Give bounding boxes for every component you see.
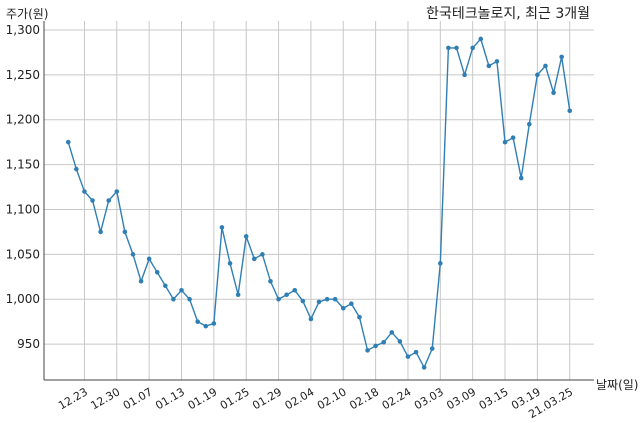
data-point xyxy=(478,36,484,42)
data-point xyxy=(381,340,387,345)
x-axis-label: 날짜(일) xyxy=(596,378,638,392)
data-point xyxy=(106,198,112,203)
data-point xyxy=(462,72,467,78)
data-point xyxy=(349,301,354,307)
data-point xyxy=(397,339,403,344)
data-point xyxy=(227,261,233,266)
data-point xyxy=(365,348,370,353)
data-point xyxy=(251,256,257,262)
x-tick-label: 01.29 xyxy=(250,385,284,412)
data-point xyxy=(114,189,120,194)
data-point xyxy=(138,278,144,284)
data-point xyxy=(90,198,95,203)
data-point xyxy=(316,299,322,305)
y-tick-label: 950 xyxy=(17,337,40,351)
y-tick-label: 1,100 xyxy=(6,202,40,216)
data-point xyxy=(543,63,548,69)
x-tick-label: 02.18 xyxy=(347,385,381,412)
data-point xyxy=(74,166,79,172)
data-point xyxy=(292,287,298,293)
series-stock-price xyxy=(65,36,573,370)
x-tick-label: 12.30 xyxy=(89,385,123,412)
data-point xyxy=(276,296,281,302)
data-point xyxy=(494,59,500,64)
x-tick-label: 02.10 xyxy=(315,385,349,412)
chart-title: 한국테크놀로지, 최근 3개월 xyxy=(426,6,590,22)
data-point xyxy=(243,234,249,239)
chart-labels: 한국테크놀로지, 최근 3개월 주가(원) 날짜(일) xyxy=(6,6,638,392)
data-point xyxy=(211,321,217,326)
data-point xyxy=(526,121,532,127)
data-point xyxy=(154,270,160,275)
data-point xyxy=(502,139,508,145)
data-point xyxy=(130,252,136,257)
axes: 950 1,000 1,050 1,100 1,150 1,200 1,250 1,300 12… xyxy=(6,21,594,421)
data-point xyxy=(195,319,200,324)
data-point xyxy=(235,292,241,298)
y-tick-label: 1,200 xyxy=(6,113,40,127)
data-point xyxy=(518,175,524,181)
data-point xyxy=(324,296,330,302)
data-point xyxy=(146,256,152,262)
data-point xyxy=(429,346,435,351)
data-point xyxy=(454,45,459,51)
data-point xyxy=(308,316,314,322)
data-point xyxy=(219,225,225,230)
x-tick-label: 01.25 xyxy=(218,385,252,412)
data-point xyxy=(535,72,540,78)
x-tick-label: 03.09 xyxy=(444,385,478,412)
x-tick-label: 01.19 xyxy=(186,385,220,412)
data-point xyxy=(413,349,419,355)
data-point xyxy=(122,229,128,235)
y-tick-label: 1,050 xyxy=(6,247,40,261)
data-point xyxy=(470,45,475,51)
y-tick-label: 1,150 xyxy=(6,158,40,172)
data-point xyxy=(82,189,87,194)
data-point xyxy=(486,63,492,69)
data-point xyxy=(510,135,516,140)
grid xyxy=(44,21,594,380)
series-line xyxy=(67,37,571,370)
x-tick-label: 12.23 xyxy=(56,385,90,412)
x-tick-label: 03.15 xyxy=(477,385,511,412)
data-point xyxy=(405,354,411,359)
data-point xyxy=(300,298,306,304)
y-axis-label: 주가(원) xyxy=(6,7,48,21)
data-point xyxy=(203,323,209,329)
data-point xyxy=(373,343,378,349)
data-point xyxy=(98,229,103,235)
y-tick-label: 1,000 xyxy=(6,292,40,306)
data-point xyxy=(389,330,395,335)
data-point xyxy=(446,45,451,51)
data-point xyxy=(559,54,564,60)
data-point xyxy=(332,296,338,302)
data-point xyxy=(284,292,289,298)
data-point xyxy=(268,278,273,284)
data-point xyxy=(438,261,443,266)
data-point xyxy=(179,287,184,293)
x-tick-label: 01.07 xyxy=(121,385,155,412)
x-tick-label: 03.03 xyxy=(412,385,446,412)
data-point xyxy=(260,252,265,257)
x-tick-label: 02.04 xyxy=(283,385,317,412)
data-point xyxy=(340,305,346,311)
data-point xyxy=(567,108,573,114)
data-point xyxy=(171,296,176,302)
data-point xyxy=(187,296,192,302)
data-point xyxy=(163,283,168,289)
data-point xyxy=(551,90,556,96)
data-point xyxy=(65,139,71,145)
y-tick-label: 1,300 xyxy=(6,23,40,37)
x-tick-label: 01.13 xyxy=(153,385,187,412)
data-point xyxy=(357,314,362,320)
x-tick-label: 02.24 xyxy=(380,385,414,412)
y-tick-label: 1,250 xyxy=(6,68,40,82)
data-point xyxy=(421,365,427,370)
